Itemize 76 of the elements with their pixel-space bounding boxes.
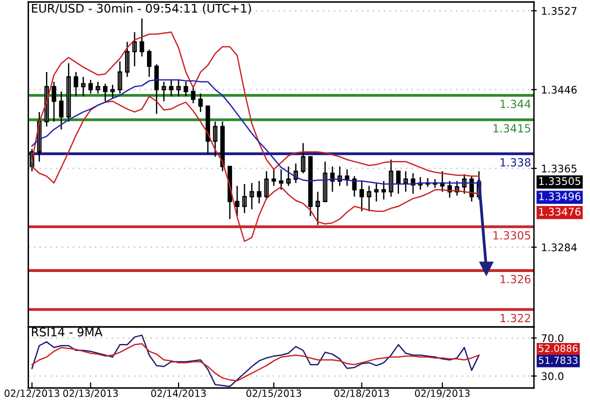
ref-line-label: 1.322 <box>500 314 530 322</box>
candlestick <box>96 81 100 94</box>
ref-line-label: 1.3305 <box>494 231 530 240</box>
candlestick <box>52 81 56 122</box>
x-tick-label: 02/15/2013 <box>246 390 302 398</box>
candlestick <box>184 81 188 98</box>
candlestick <box>198 92 203 113</box>
ref-line-label: 1.338 <box>500 158 530 167</box>
line-series <box>31 32 480 177</box>
candlestick <box>344 168 350 187</box>
candlestick <box>272 168 276 187</box>
candlestick <box>154 64 159 115</box>
candlestick <box>410 172 416 194</box>
candlestick <box>66 62 71 122</box>
text: 1.33496 <box>539 192 581 200</box>
candlestick <box>286 166 291 187</box>
candlestick <box>316 191 320 226</box>
candlestick <box>162 81 166 102</box>
candlestick <box>234 185 240 217</box>
candlestick <box>256 180 262 204</box>
candlestick <box>278 168 284 190</box>
line-series <box>31 343 480 382</box>
line-series <box>31 334 480 388</box>
y-tick-label: 1.3527 <box>542 6 576 15</box>
candlestick <box>360 180 364 212</box>
candlestick <box>212 121 218 158</box>
candlestick <box>110 84 115 99</box>
candlestick <box>118 60 122 94</box>
ref-line-label: 1.344 <box>500 100 531 108</box>
candlestick <box>88 79 93 94</box>
candlestick <box>403 170 408 192</box>
candlestick <box>381 180 386 200</box>
candlestick <box>176 79 181 98</box>
candlestick <box>462 174 467 194</box>
candlestick <box>388 159 394 198</box>
candlestick <box>366 185 372 212</box>
y-tick-label: 1.3365 <box>542 164 576 172</box>
y-tick-label: 1.3446 <box>542 86 577 94</box>
candlestick <box>125 41 130 78</box>
candlestick <box>250 182 254 210</box>
candlestick <box>242 183 247 214</box>
candlestick <box>440 170 445 192</box>
candlestick <box>140 18 144 58</box>
candlestick <box>190 86 196 104</box>
candlestick <box>396 170 401 194</box>
candlestick <box>74 71 78 98</box>
candlestick <box>338 166 342 187</box>
x-tick-label: 02/18/2013 <box>334 390 389 398</box>
text: 1.33505 <box>539 177 580 186</box>
candlestick <box>374 182 379 202</box>
text: 1.33476 <box>539 208 581 216</box>
x-tick-label: 02/12/2013 <box>4 390 60 398</box>
candlestick <box>146 49 152 78</box>
x-tick-label: 02/19/2013 <box>414 390 470 398</box>
text: 51.7833 <box>538 356 578 364</box>
candlestick <box>300 142 306 174</box>
candlestick <box>103 83 108 102</box>
candlestick <box>264 170 269 200</box>
text: 52.0886 <box>538 344 578 352</box>
line-series <box>31 79 480 185</box>
chart-title: EUR/USD - 30min - 09:54:11 (UTC+1) <box>32 4 251 14</box>
y-tick-label: 30.0 <box>542 372 564 380</box>
candlestick <box>294 162 298 184</box>
ref-line-label: 1.326 <box>500 274 530 284</box>
x-tick-label: 02/14/2013 <box>151 390 206 398</box>
x-tick-label: 02/13/2013 <box>63 390 118 398</box>
candlestick <box>132 32 137 67</box>
chart-title: RSI14 - 9MA <box>32 328 102 336</box>
candlestick <box>418 176 423 190</box>
y-tick-label: 1.3284 <box>542 243 577 252</box>
y-tick-label: 70.0 <box>542 334 564 342</box>
candlestick <box>168 79 174 98</box>
candlestick <box>330 166 335 192</box>
candlestick <box>81 76 86 98</box>
ref-line-label: 1.3415 <box>494 124 530 133</box>
candlestick <box>59 90 64 130</box>
